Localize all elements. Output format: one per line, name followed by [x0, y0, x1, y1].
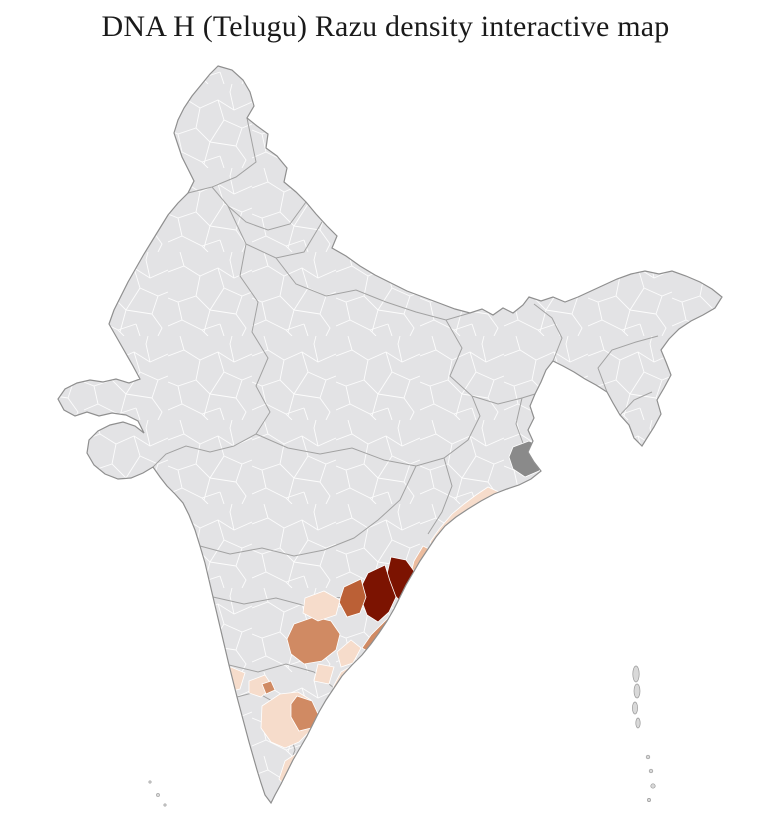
island[interactable] — [163, 803, 167, 807]
india-landmass[interactable] — [50, 58, 740, 814]
island[interactable] — [648, 768, 654, 774]
island[interactable] — [650, 783, 656, 789]
island[interactable] — [635, 717, 641, 729]
district-density-3-tamilnadu-upper[interactable] — [290, 695, 319, 732]
map-title: DNA H (Telugu) Razu density interactive … — [101, 10, 670, 43]
india-country-outline — [57, 65, 723, 805]
lakshadweep-islands[interactable] — [148, 780, 167, 807]
district-density-1-b[interactable] — [336, 639, 362, 668]
island[interactable] — [632, 701, 638, 715]
district-density-4-tamilnadu-dot[interactable] — [311, 741, 326, 759]
andaman-nicobar-islands[interactable] — [632, 665, 656, 802]
district-density-1-a[interactable] — [302, 590, 341, 622]
district-mesh — [58, 66, 722, 803]
island[interactable] — [645, 754, 651, 760]
island[interactable] — [148, 780, 152, 784]
district-density-1-c[interactable] — [313, 663, 335, 685]
island[interactable] — [647, 798, 651, 802]
island[interactable] — [633, 683, 641, 699]
district-dark-gray-region-small[interactable] — [550, 446, 565, 464]
island[interactable] — [156, 793, 160, 797]
district-density-3-karnataka-dot[interactable] — [261, 680, 276, 695]
island[interactable] — [632, 665, 640, 683]
district-density-1-karnataka-a[interactable] — [210, 666, 246, 694]
